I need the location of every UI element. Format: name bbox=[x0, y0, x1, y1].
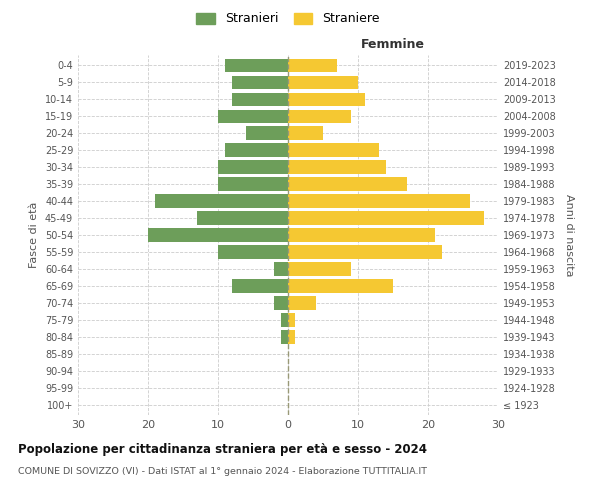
Bar bbox=[288, 76, 358, 89]
Bar bbox=[281, 330, 288, 344]
Bar bbox=[148, 228, 288, 241]
Bar bbox=[288, 178, 407, 190]
Bar bbox=[155, 194, 288, 207]
Bar bbox=[288, 280, 393, 292]
Bar bbox=[232, 76, 288, 89]
Bar bbox=[281, 314, 288, 326]
Bar bbox=[288, 246, 442, 258]
Y-axis label: Anni di nascita: Anni di nascita bbox=[564, 194, 574, 276]
Text: COMUNE DI SOVIZZO (VI) - Dati ISTAT al 1° gennaio 2024 - Elaborazione TUTTITALIA: COMUNE DI SOVIZZO (VI) - Dati ISTAT al 1… bbox=[18, 468, 427, 476]
Bar bbox=[288, 194, 470, 207]
Bar bbox=[218, 160, 288, 173]
Bar bbox=[288, 160, 386, 173]
Bar bbox=[274, 262, 288, 276]
Bar bbox=[197, 212, 288, 224]
Bar bbox=[232, 92, 288, 106]
Bar bbox=[218, 178, 288, 190]
Bar bbox=[288, 126, 323, 140]
Bar bbox=[288, 314, 295, 326]
Bar bbox=[246, 126, 288, 140]
Bar bbox=[288, 296, 316, 310]
Bar bbox=[218, 246, 288, 258]
Text: Femmine: Femmine bbox=[361, 38, 425, 52]
Bar bbox=[288, 92, 365, 106]
Text: Popolazione per cittadinanza straniera per età e sesso - 2024: Popolazione per cittadinanza straniera p… bbox=[18, 442, 427, 456]
Bar bbox=[288, 58, 337, 72]
Bar bbox=[218, 110, 288, 123]
Bar bbox=[274, 296, 288, 310]
Bar bbox=[288, 262, 351, 276]
Bar bbox=[288, 144, 379, 156]
Bar bbox=[288, 110, 351, 123]
Bar bbox=[288, 212, 484, 224]
Bar bbox=[288, 330, 295, 344]
Bar bbox=[225, 58, 288, 72]
Bar bbox=[232, 280, 288, 292]
Bar bbox=[288, 228, 435, 241]
Bar bbox=[225, 144, 288, 156]
Legend: Stranieri, Straniere: Stranieri, Straniere bbox=[193, 8, 383, 29]
Y-axis label: Fasce di età: Fasce di età bbox=[29, 202, 39, 268]
